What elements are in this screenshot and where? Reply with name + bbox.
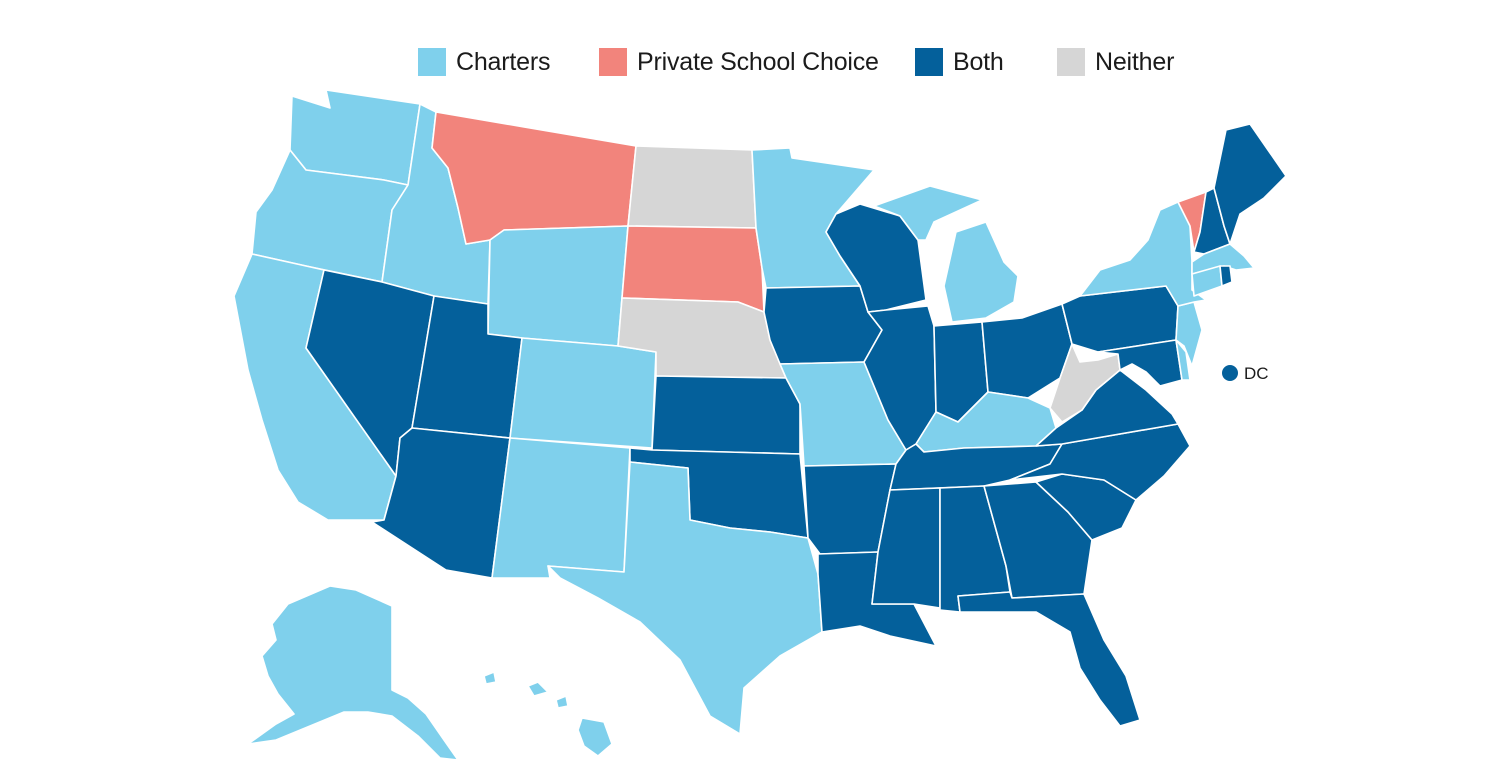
state-new-york[interactable] [1079, 201, 1207, 307]
map-legend: Charters Private School Choice Both Neit… [0, 44, 1500, 80]
state-michigan[interactable] [873, 185, 1019, 323]
state-maine[interactable] [1213, 123, 1287, 245]
dc-label: DC [1244, 364, 1269, 383]
legend-swatch-charters [418, 48, 446, 76]
state-north-dakota[interactable] [627, 145, 757, 229]
dc-marker: DC [1222, 364, 1269, 383]
legend-swatch-both [915, 48, 943, 76]
state-delaware[interactable] [1175, 339, 1191, 381]
legend-label-neither: Neither [1095, 47, 1175, 76]
state-hawaii[interactable] [483, 671, 613, 757]
dc-dot[interactable] [1222, 365, 1238, 381]
state-alaska[interactable] [247, 585, 459, 761]
legend-item-charters: Charters [418, 44, 550, 80]
legend-item-neither: Neither [1057, 44, 1174, 80]
legend-item-both: Both [915, 44, 1004, 80]
state-virginia[interactable] [1035, 369, 1179, 447]
state-wyoming[interactable] [487, 225, 629, 347]
state-north-carolina[interactable] [1009, 423, 1191, 501]
states-layer [233, 89, 1287, 761]
legend-label-private-school-choice: Private School Choice [637, 47, 879, 76]
state-florida[interactable] [957, 591, 1141, 727]
state-montana[interactable] [431, 111, 637, 245]
legend-label-charters: Charters [456, 47, 551, 76]
state-new-mexico[interactable] [491, 437, 631, 579]
legend-item-private-school-choice: Private School Choice [599, 44, 879, 80]
legend-label-both: Both [953, 47, 1004, 76]
legend-swatch-private-school-choice [599, 48, 627, 76]
state-texas[interactable] [547, 461, 823, 735]
state-rhode-island[interactable] [1219, 265, 1233, 287]
legend-swatch-neither [1057, 48, 1085, 76]
state-kansas[interactable] [651, 375, 801, 455]
state-colorado[interactable] [509, 337, 657, 449]
